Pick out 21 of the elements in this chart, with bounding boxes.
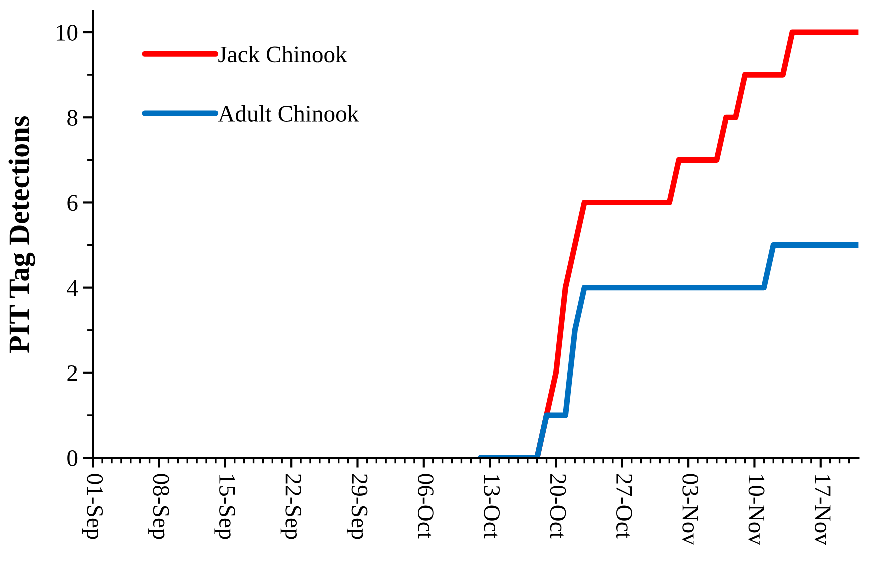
y-tick-label: 8 bbox=[68, 110, 78, 126]
x-tick-label: 08-Sep bbox=[148, 474, 170, 540]
y-tick-label: 2 bbox=[68, 365, 78, 382]
y-axis-title: PIT Tag Detections bbox=[8, 116, 36, 354]
legend-label: Jack Chinook bbox=[218, 46, 348, 63]
x-tick-label: 10-Nov bbox=[748, 475, 765, 546]
x-tick-label: 03-Nov bbox=[682, 474, 699, 546]
y-tick-label: 6 bbox=[68, 195, 78, 212]
y-tick-label: 4 bbox=[67, 280, 78, 296]
x-tick-label: 20-Oct bbox=[550, 474, 566, 539]
x-tick-label: 01-Sep bbox=[82, 474, 104, 540]
y-tick-label: 0 bbox=[68, 450, 78, 466]
x-tick-label: 27-Oct bbox=[616, 474, 632, 539]
legend-label: Adult Chinook bbox=[218, 105, 360, 122]
x-tick-label: 29-Sep bbox=[347, 474, 368, 540]
x-tick-label: 17-Nov bbox=[814, 475, 831, 546]
x-tick-label: 15-Sep bbox=[214, 475, 236, 540]
x-tick-label: 06-Oct bbox=[418, 474, 434, 539]
y-tick-label: 10 bbox=[56, 25, 78, 41]
x-tick-label: 13-Oct bbox=[484, 475, 500, 539]
x-tick-label: 22-Sep bbox=[280, 474, 302, 540]
